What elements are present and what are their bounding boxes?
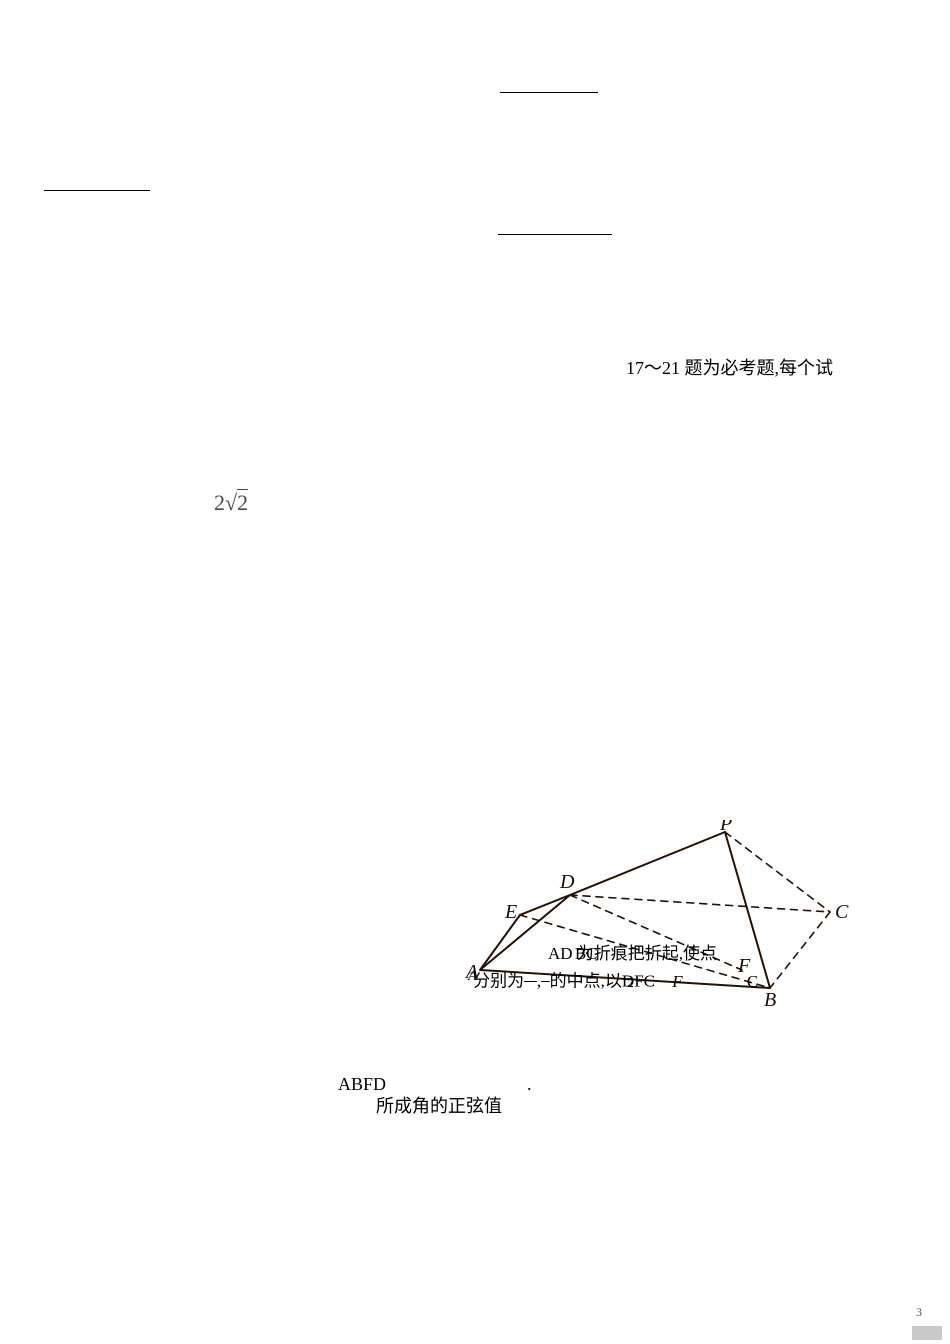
section-heading: 17～21 题为必考题,每个试	[626, 356, 833, 381]
label-C: C	[835, 901, 849, 923]
abfd-dot: .	[527, 1074, 532, 1094]
edge-dp	[570, 832, 725, 895]
edge-pc-dashed	[725, 832, 830, 912]
edge-cb-dashed	[770, 912, 830, 988]
formula-2sqrt2: 2 √2	[214, 488, 248, 519]
label-P: P	[719, 820, 732, 835]
overlay-line-1: AD 为BC折痕把折起,使点	[548, 942, 717, 966]
ol1-ad: AD	[548, 944, 573, 963]
ol2-fenbie: 分别为	[473, 972, 524, 991]
ol1-bc: BC	[575, 942, 598, 966]
formula-text: 2	[214, 490, 225, 515]
blank-line-mid	[498, 220, 612, 242]
label-D: D	[559, 871, 575, 893]
label-E: E	[504, 901, 517, 923]
ol2-F: F	[672, 972, 682, 991]
page-number: 3	[916, 1305, 922, 1320]
edge-dc-dashed	[570, 895, 830, 912]
page-corner-shadow	[912, 1326, 942, 1340]
ol2-mid: 的中点,以	[550, 972, 622, 991]
ol1-rest-tail: 折痕把折起,使点	[594, 944, 717, 963]
overlay-line-2: A分别为 , 的中点,以DFC2 F C	[468, 966, 758, 993]
blank-line-left	[44, 176, 150, 198]
ol2-two: 2	[627, 976, 634, 991]
label-B: B	[764, 989, 776, 1011]
ol2-C: C	[747, 972, 758, 991]
blank-line-top	[500, 78, 598, 100]
abfd-text: ABFD	[338, 1074, 386, 1094]
bottom-sin-line: 所成角的正弦值	[376, 1094, 502, 1119]
